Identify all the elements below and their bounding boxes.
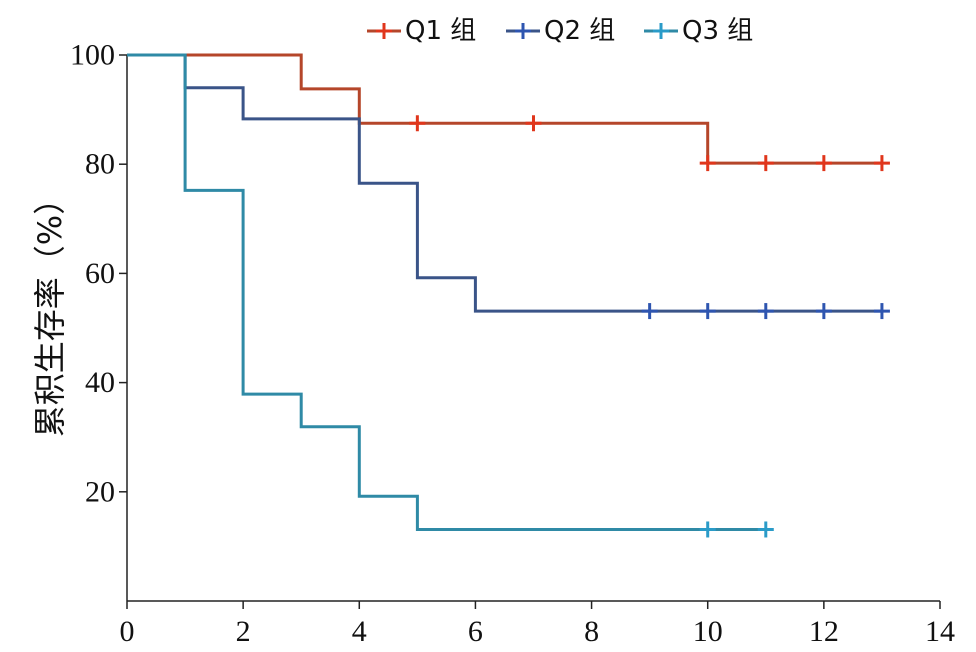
x-tick-label: 0 [120, 615, 135, 648]
legend-label: Q3 组 [682, 16, 753, 46]
censor-mark [699, 521, 716, 538]
censor-mark [757, 521, 774, 538]
legend-marker [376, 23, 392, 39]
series-2 [127, 53, 890, 320]
y-tick-label: 40 [85, 366, 115, 399]
censor-mark [699, 303, 716, 320]
legend-item-3: Q3 组 [644, 16, 753, 46]
legend-label: Q1 组 [405, 16, 476, 46]
legend-marker [515, 23, 531, 39]
x-tick-label: 14 [925, 615, 955, 648]
legend: Q1 组 Q2 组 Q3 组 [367, 16, 753, 46]
x-tick-label: 4 [352, 615, 367, 648]
censor-mark [815, 155, 832, 172]
x-tick-label: 8 [584, 615, 599, 648]
censor-mark [699, 155, 716, 172]
y-axis-title: 累积生存率（%） [31, 183, 69, 437]
y-tick-label: 20 [85, 475, 115, 508]
y-tick-label: 80 [85, 148, 115, 181]
censor-mark [757, 155, 774, 172]
axes: 0 2 4 6 8 10 12 14 20 40 60 80 100 [70, 39, 955, 649]
legend-item-2: Q2 组 [506, 16, 615, 46]
series-3 [127, 53, 774, 538]
censor-mark [409, 115, 426, 132]
censor-mark [641, 303, 658, 320]
censor-mark [757, 303, 774, 320]
x-tick-label: 2 [236, 615, 251, 648]
censor-mark [873, 303, 890, 320]
y-tick-label: 100 [70, 39, 115, 72]
censor-mark [525, 115, 542, 132]
legend-marker [653, 23, 669, 39]
y-tick-label: 60 [85, 257, 115, 290]
legend-label: Q2 组 [544, 16, 615, 46]
series-3-line [127, 53, 766, 531]
series-layer [127, 53, 890, 538]
series-1 [127, 53, 890, 172]
censor-mark [873, 155, 890, 172]
x-tick-label: 12 [809, 615, 839, 648]
x-tick-label: 6 [468, 615, 483, 648]
x-tick-label: 10 [693, 615, 723, 648]
censor-mark [815, 303, 832, 320]
series-2-line [127, 53, 882, 313]
series-1-line [127, 53, 882, 165]
legend-item-1: Q1 组 [367, 16, 476, 46]
